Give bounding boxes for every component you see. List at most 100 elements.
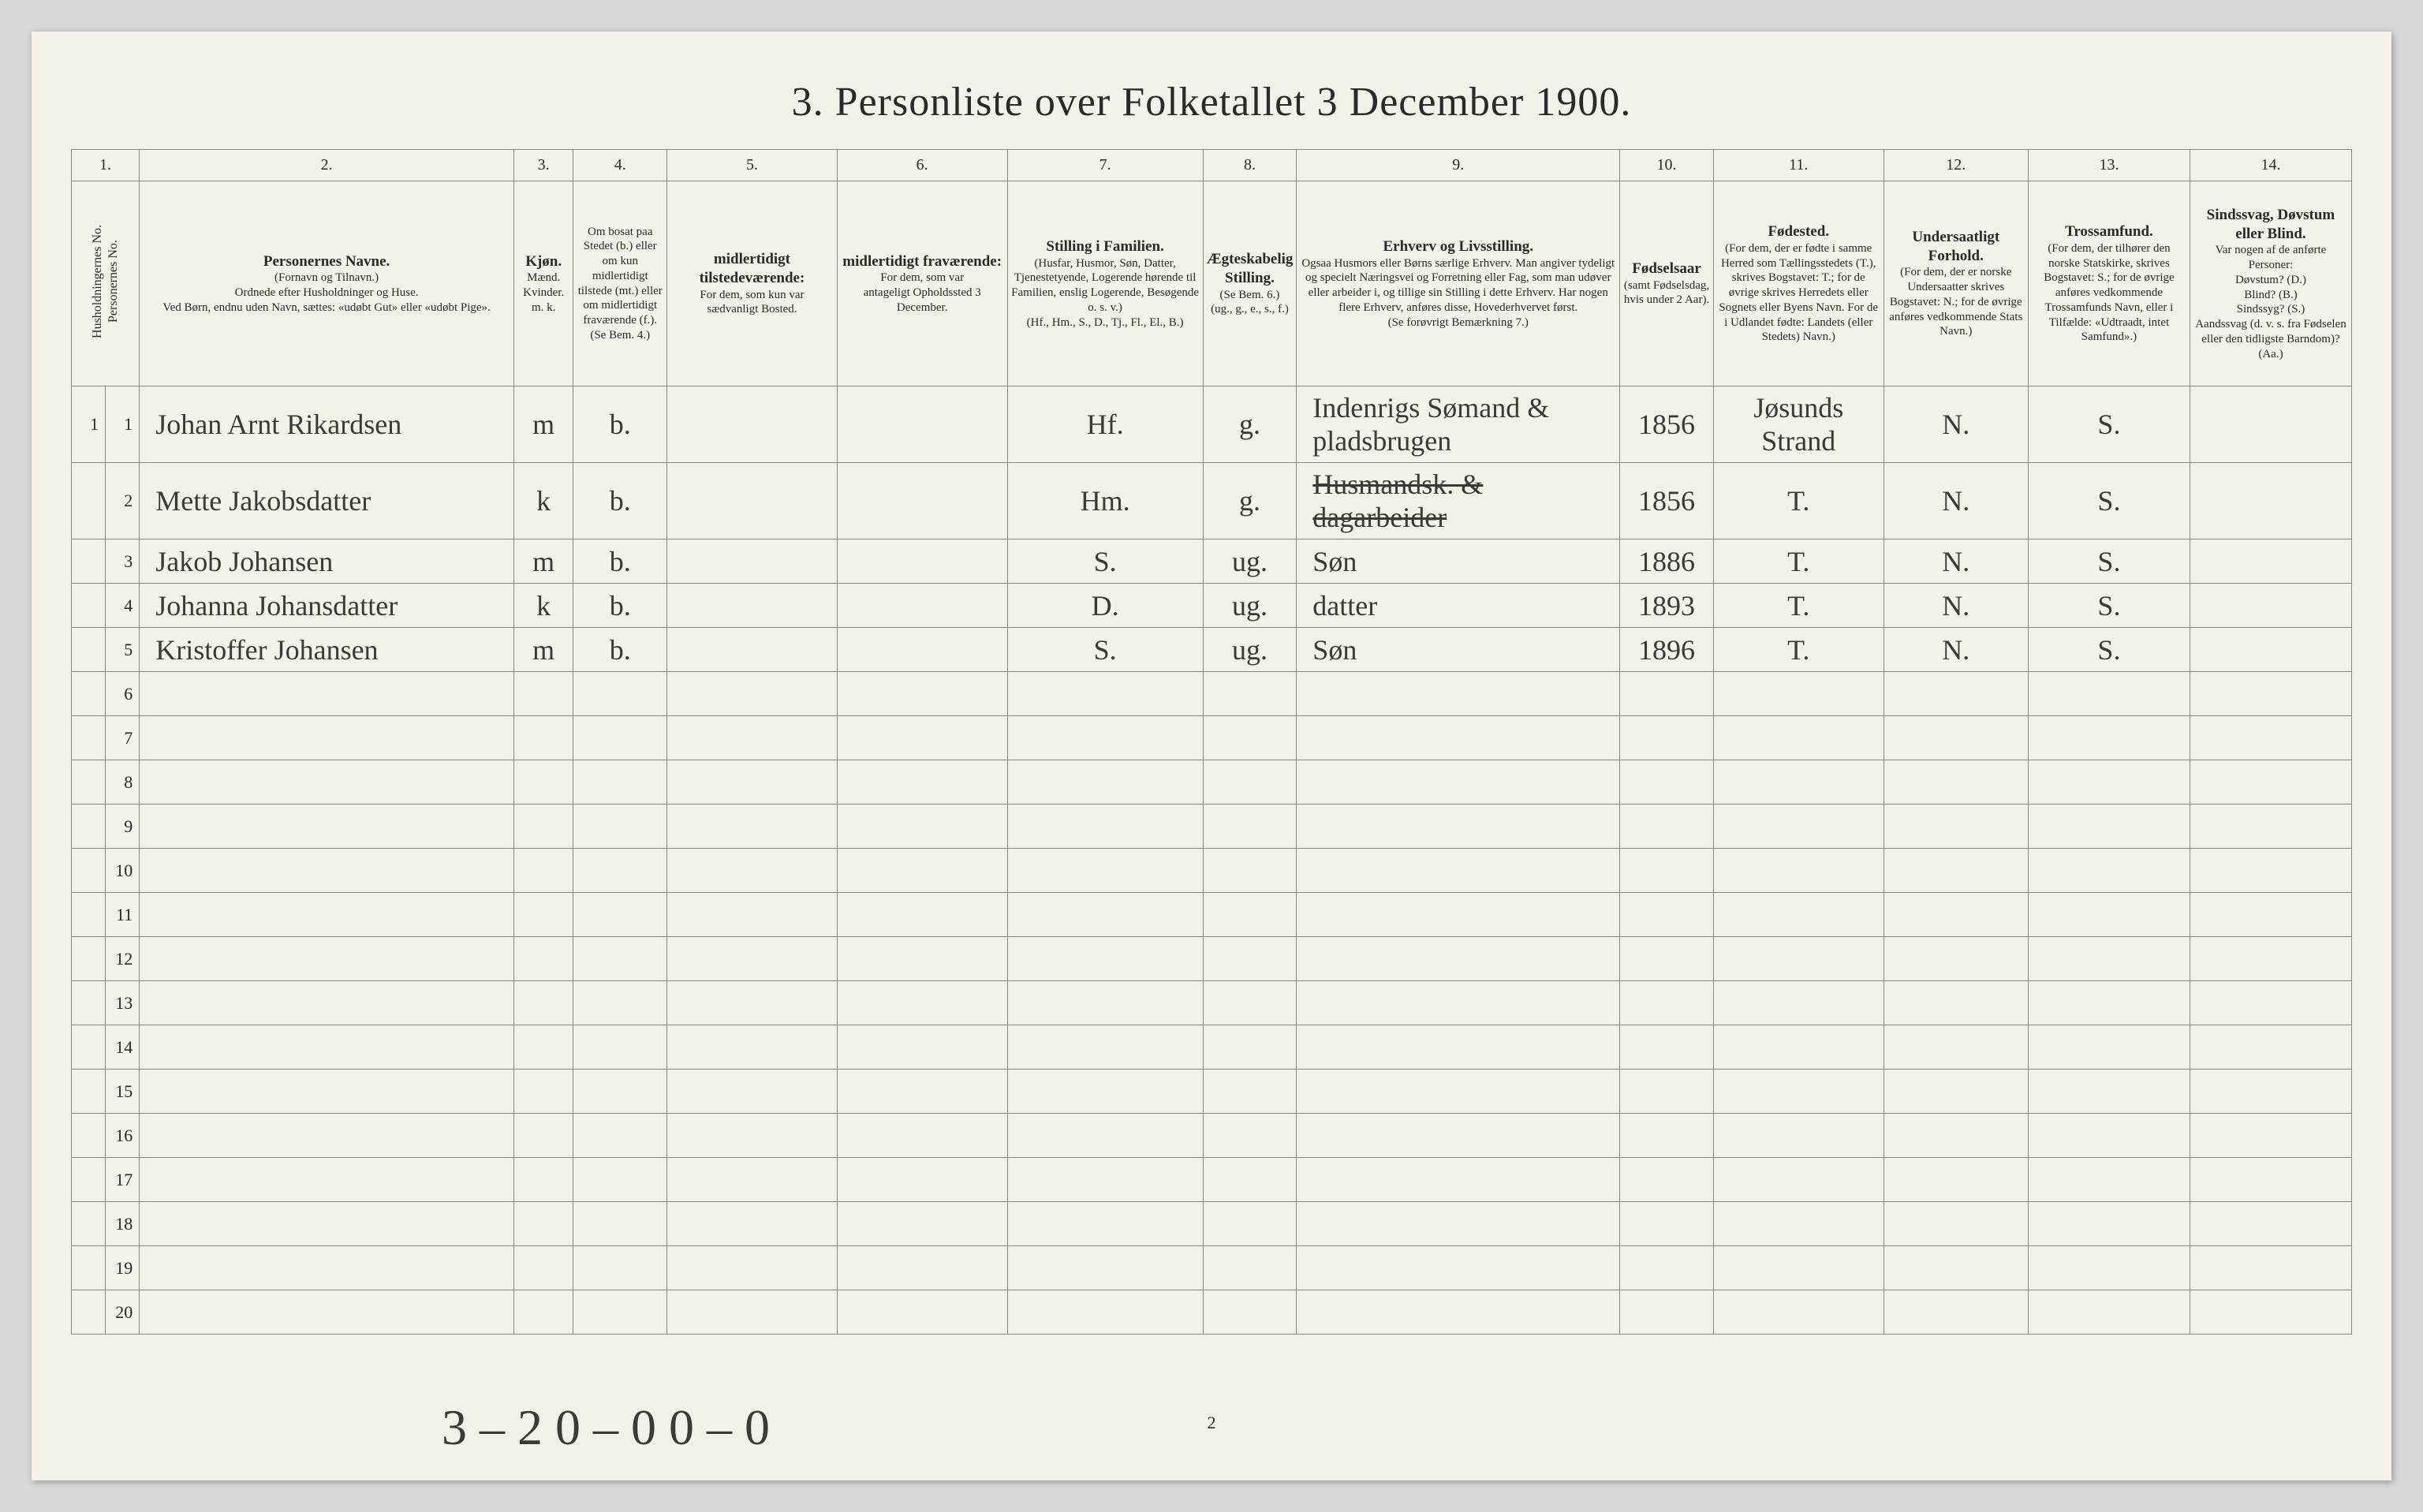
cell-person-no: 13	[106, 981, 140, 1025]
census-page: 3. Personliste over Folketallet 3 Decemb…	[32, 32, 2391, 1480]
cell-blank	[1297, 1114, 1620, 1158]
cell-blank	[837, 981, 1007, 1025]
cell-blank	[2190, 1070, 2351, 1114]
col-head-text: For dem, som kun var	[670, 288, 834, 303]
cell-family-position: S.	[1007, 628, 1203, 672]
col-head-bold: Fødested.	[1717, 222, 1880, 241]
cell-blank	[2028, 1025, 2190, 1070]
cell-blank	[2028, 805, 2190, 849]
cell-blank	[2190, 849, 2351, 893]
col-heading: Stilling i Familien.(Husfar, Husmor, Søn…	[1007, 181, 1203, 386]
cell-blank	[1007, 981, 1203, 1025]
cell-blank	[1620, 716, 1714, 760]
cell-blank	[513, 1246, 573, 1290]
cell-household-no	[72, 1246, 106, 1290]
cell-birth-year: 1886	[1620, 539, 1714, 584]
census-table: 1.2.3.4.5.6.7.8.9.10.11.12.13.14. Hushol…	[71, 149, 2352, 1335]
cell-residence: b.	[573, 386, 667, 463]
cell-occupation: datter	[1297, 584, 1620, 628]
cell-blank	[1620, 849, 1714, 893]
cell-blank	[1884, 1114, 2028, 1158]
cell-name: Kristoffer Johansen	[140, 628, 514, 672]
cell-household-no	[72, 1158, 106, 1202]
cell-blank	[1713, 937, 1884, 981]
cell-person-no: 1	[106, 386, 140, 463]
cell-blank	[1620, 1114, 1714, 1158]
cell-blank	[513, 1158, 573, 1202]
cell-blank	[1007, 1202, 1203, 1246]
cell-temp-absent	[837, 628, 1007, 672]
col-number: 13.	[2028, 150, 2190, 181]
cell-blank	[667, 1202, 838, 1246]
cell-blank	[1713, 1246, 1884, 1290]
cell-family-position: D.	[1007, 584, 1203, 628]
cell-blank	[1620, 937, 1714, 981]
cell-blank	[1884, 1290, 2028, 1335]
cell-person-no: 8	[106, 760, 140, 805]
cell-household-no	[72, 849, 106, 893]
col-heading: Sindssvag, Døvstum eller Blind.Var nogen…	[2190, 181, 2351, 386]
cell-blank	[1007, 1114, 1203, 1158]
col-heading: Erhverv og Livsstilling.Ogsaa Husmors el…	[1297, 181, 1620, 386]
cell-blank	[2190, 981, 2351, 1025]
col-head-text: (For dem, der er fødte i samme Herred so…	[1717, 241, 1880, 345]
col-head-text: (For dem, der tilhører den norske Statsk…	[2032, 241, 2186, 345]
cell-blank	[2190, 1290, 2351, 1335]
cell-person-no: 5	[106, 628, 140, 672]
cell-blank	[1620, 1290, 1714, 1335]
cell-birthplace: T.	[1713, 584, 1884, 628]
cell-blank	[1884, 805, 2028, 849]
cell-blank	[140, 1246, 514, 1290]
cell-blank	[1713, 1290, 1884, 1335]
cell-religion: S.	[2028, 463, 2190, 539]
cell-blank	[1203, 937, 1297, 981]
cell-blank	[667, 893, 838, 937]
cell-temp-present	[667, 628, 838, 672]
cell-person-no: 17	[106, 1158, 140, 1202]
cell-blank	[573, 805, 667, 849]
cell-blank	[1203, 849, 1297, 893]
cell-blank	[140, 849, 514, 893]
cell-blank	[837, 1246, 1007, 1290]
cell-disability	[2190, 386, 2351, 463]
col-heading: midlertidigt fraværende:For dem, som var…	[837, 181, 1007, 386]
cell-person-no: 6	[106, 672, 140, 716]
cell-blank	[837, 716, 1007, 760]
cell-blank	[1297, 981, 1620, 1025]
cell-blank	[2190, 893, 2351, 937]
cell-blank	[1297, 716, 1620, 760]
cell-temp-absent	[837, 386, 1007, 463]
cell-disability	[2190, 584, 2351, 628]
col-head-text: (Fornavn og Tilnavn.)Ordnede efter Husho…	[143, 271, 510, 315]
cell-blank	[1713, 672, 1884, 716]
cell-blank	[1297, 893, 1620, 937]
table-row-blank: 19	[72, 1246, 2352, 1290]
cell-blank	[1713, 760, 1884, 805]
col-number: 10.	[1620, 150, 1714, 181]
cell-household-no	[72, 1202, 106, 1246]
cell-blank	[1007, 937, 1203, 981]
cell-occupation: Husmandsk. & dagarbeider	[1297, 463, 1620, 539]
cell-blank	[1007, 893, 1203, 937]
cell-birthplace: T.	[1713, 539, 1884, 584]
col-number: 3.	[513, 150, 573, 181]
cell-blank	[513, 1025, 573, 1070]
cell-blank	[140, 805, 514, 849]
cell-blank	[1884, 1158, 2028, 1202]
col-head-bold: Trossamfund.	[2032, 222, 2186, 241]
cell-blank	[2028, 893, 2190, 937]
col-heading: Personernes Navne.(Fornavn og Tilnavn.)O…	[140, 181, 514, 386]
table-row-blank: 17	[72, 1158, 2352, 1202]
page-number: 2	[1208, 1413, 1216, 1433]
cell-blank	[2028, 1246, 2190, 1290]
col-number: 6.	[837, 150, 1007, 181]
cell-birth-year: 1856	[1620, 463, 1714, 539]
col-head-text: Om bosat paa Stedet (b.) eller om kun mi…	[577, 225, 663, 343]
cell-blank	[1713, 1025, 1884, 1070]
col-head-text: Ogsaa Husmors eller Børns særlige Erhver…	[1300, 256, 1616, 330]
cell-blank	[1203, 1290, 1297, 1335]
col-head-bold: Erhverv og Livsstilling.	[1300, 237, 1616, 256]
cell-blank	[2190, 1114, 2351, 1158]
cell-blank	[1203, 1202, 1297, 1246]
cell-nationality: N.	[1884, 628, 2028, 672]
